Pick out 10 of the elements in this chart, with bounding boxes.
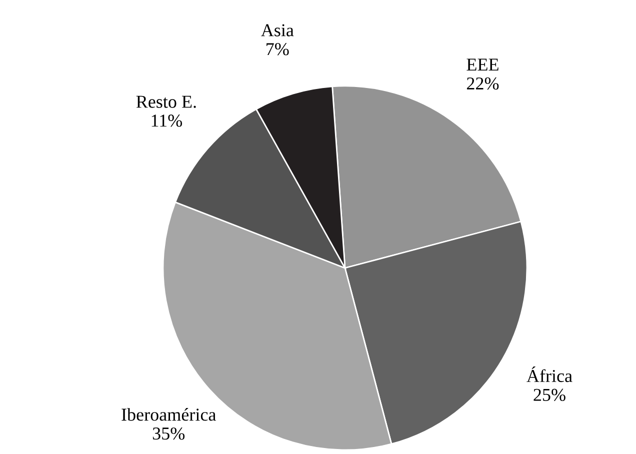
- data-label: 7%: [266, 43, 289, 56]
- slice-label: Asia: [261, 24, 294, 36]
- slice-label: Resto E.: [136, 96, 196, 108]
- slice-label: EEE: [466, 58, 498, 71]
- slice-label: Iberoamérica: [122, 408, 216, 421]
- data-label: 22%: [466, 77, 499, 90]
- data-label: 25%: [534, 388, 566, 402]
- data-label: 11%: [152, 114, 182, 127]
- data-label: 35%: [152, 427, 185, 440]
- slice-label: África: [526, 366, 572, 382]
